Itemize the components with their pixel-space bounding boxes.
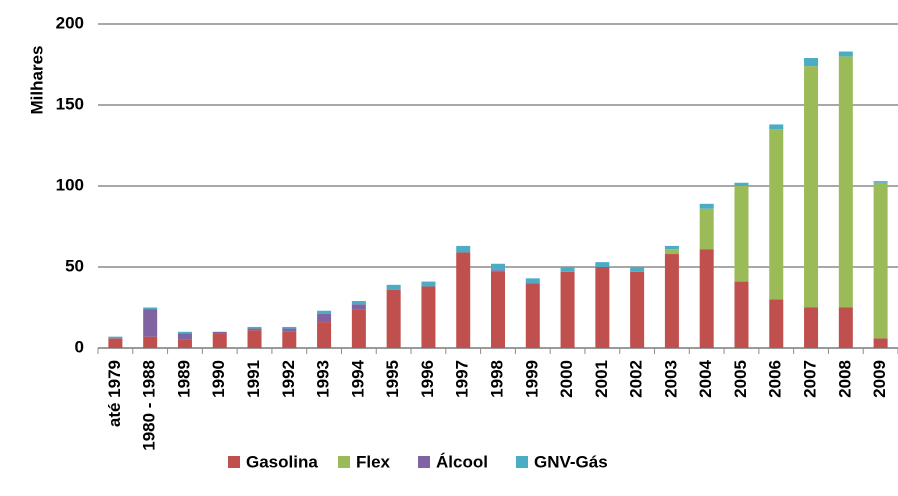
legend-swatch [338, 456, 350, 468]
x-tick-label: 1989 [174, 360, 193, 398]
x-tick-label: 1997 [453, 360, 472, 398]
legend-label: Álcool [436, 452, 488, 471]
x-tick-label: 1992 [279, 360, 298, 398]
y-tick-label: 200 [56, 13, 84, 32]
bar-segment [734, 182, 749, 186]
x-tick-label: 1999 [522, 360, 541, 398]
x-tick-label: 2004 [696, 359, 715, 397]
x-tick-label: 2000 [557, 360, 576, 398]
x-tick-label: 1990 [209, 360, 228, 398]
bar-segment [769, 129, 784, 300]
bar-segment [873, 182, 888, 339]
bar-segment [699, 203, 714, 209]
bar-segment [421, 286, 436, 348]
bar-segment [838, 56, 853, 308]
bar-segment [491, 270, 505, 272]
bar-segment [317, 310, 332, 314]
bar-segment [734, 186, 749, 282]
bar-segment [560, 271, 575, 348]
bar-segment [630, 267, 645, 272]
bar-segment [177, 333, 192, 340]
y-tick-label: 0 [75, 337, 84, 356]
x-tick-label: 2002 [627, 360, 646, 398]
bar-segment [595, 262, 610, 267]
bar-segment [282, 331, 297, 348]
bar-segment [282, 328, 297, 332]
bar-segment [630, 271, 645, 348]
x-tick-label: 1998 [487, 360, 506, 398]
bar-segment [873, 181, 888, 183]
bar-segment [491, 263, 505, 271]
bar-segment [247, 328, 262, 331]
x-tick-label: 2001 [592, 360, 611, 398]
bar-segment [804, 66, 819, 308]
bar-segment [838, 307, 853, 348]
bar-segment [143, 336, 158, 348]
bar-segment [247, 330, 262, 348]
bar-segment [108, 338, 123, 348]
x-tick-label: 2006 [766, 360, 785, 398]
bar-segment [351, 309, 366, 348]
x-tick-label: até 1979 [105, 360, 124, 427]
y-tick-label: 150 [56, 94, 84, 113]
y-tick-label: 100 [56, 175, 84, 194]
bar-segment [143, 307, 158, 310]
bar-segment [351, 301, 366, 305]
bar-segment [769, 124, 784, 130]
x-tick-label: 1996 [418, 360, 437, 398]
bar-segment [212, 331, 227, 334]
legend-label: Gasolina [246, 452, 318, 471]
bar-segment [317, 313, 332, 323]
bar-segment [421, 281, 436, 287]
x-tick-label: 1993 [314, 360, 333, 398]
bar-segment [664, 245, 679, 250]
bar-segment [386, 289, 401, 348]
y-tick-label: 50 [65, 256, 84, 275]
bar-segment [177, 331, 192, 334]
bar-segment [560, 267, 575, 272]
x-tick-label: 2008 [835, 360, 854, 398]
bar-segment [456, 252, 471, 348]
bar-segment [525, 278, 540, 284]
x-tick-label: 1995 [383, 360, 402, 398]
bar-segment [143, 309, 158, 337]
bar-segment [699, 208, 714, 250]
legend-label: GNV-Gás [534, 452, 608, 471]
bar-segment [699, 249, 714, 348]
bar-segment [734, 281, 749, 348]
legend-swatch [228, 456, 240, 468]
bar-segment [664, 254, 679, 348]
bar-segment [525, 283, 540, 348]
legend-label: Flex [356, 452, 391, 471]
bar-segment [873, 338, 888, 348]
bar-segment [108, 336, 123, 339]
bar-segment [212, 333, 227, 348]
bar-segment [177, 339, 192, 348]
bar-segment [351, 304, 366, 310]
x-tick-label: 2007 [801, 360, 820, 398]
bar-segment [838, 51, 853, 57]
x-tick-label: 2003 [661, 360, 680, 398]
x-tick-label: 1991 [244, 360, 263, 398]
bar-segment [386, 284, 401, 290]
bar-segment [664, 249, 679, 255]
y-axis-label: Milhares [27, 46, 46, 115]
bar-segment [317, 322, 332, 348]
legend-swatch [418, 456, 430, 468]
bar-segment [595, 267, 610, 348]
bar-segment [247, 326, 262, 329]
bar-segment [769, 299, 784, 348]
x-tick-label: 2009 [870, 360, 889, 398]
x-tick-label: 1980 - 1988 [140, 360, 159, 451]
bar-segment [456, 245, 471, 253]
bar-segment [491, 271, 505, 348]
x-tick-label: 2005 [731, 360, 750, 398]
bar-segment [804, 58, 819, 67]
x-tick-label: 1994 [348, 359, 367, 397]
legend-swatch [516, 456, 528, 468]
bar-segment [804, 307, 819, 348]
bar-segment [282, 326, 297, 329]
